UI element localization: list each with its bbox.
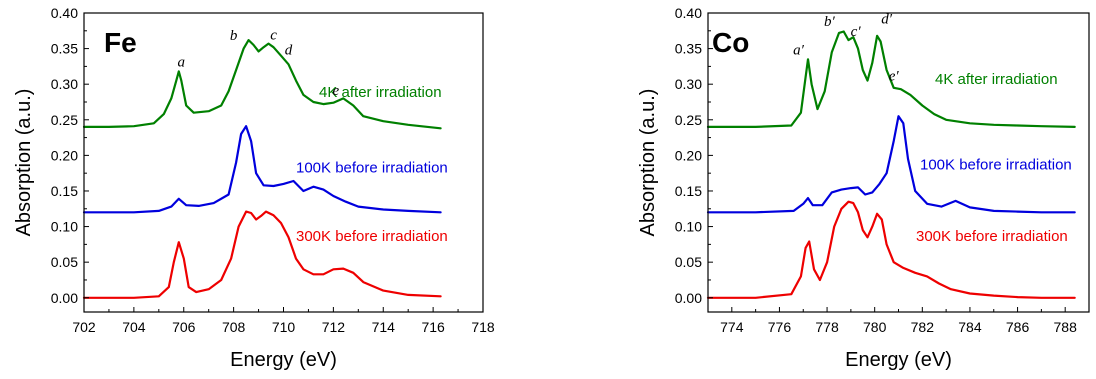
panel-label: Co	[712, 27, 749, 58]
peak-annotation: c′	[851, 24, 862, 40]
series-label: 4K after irradiation	[319, 84, 442, 101]
series-label: 4K after irradiation	[935, 71, 1058, 88]
y-tick-label: 0.35	[51, 41, 78, 57]
y-tick-label: 0.20	[675, 147, 702, 163]
y-axis-label: Absorption (a.u.)	[637, 89, 659, 237]
series-label: 300K before irradiation	[916, 228, 1068, 245]
y-tick-label: 0.35	[675, 41, 702, 57]
x-tick-label: 716	[421, 319, 445, 335]
series-label: 300K before irradiation	[296, 228, 448, 245]
x-axis-label: Energy (eV)	[230, 349, 337, 371]
series-line	[706, 200, 1076, 299]
y-tick-label: 0.05	[675, 254, 702, 270]
x-tick-label: 786	[1006, 319, 1030, 335]
y-tick-label: 0.00	[51, 290, 78, 306]
y-tick-label: 0.30	[51, 76, 78, 92]
panel-label: Fe	[104, 27, 137, 58]
peak-annotation: b′	[824, 14, 836, 30]
series-line	[706, 115, 1076, 214]
y-axis-label: Absorption (a.u.)	[13, 89, 35, 237]
peak-annotation: e′	[889, 69, 900, 85]
x-tick-label: 708	[222, 319, 246, 335]
peak-annotation: c	[270, 27, 277, 43]
y-tick-label: 0.10	[675, 219, 702, 235]
y-tick-label: 0.25	[51, 112, 78, 128]
series-line	[82, 210, 442, 299]
y-tick-label: 0.15	[675, 183, 702, 199]
series-label: 100K before irradiation	[296, 159, 448, 176]
x-tick-label: 714	[372, 319, 396, 335]
x-tick-label: 710	[272, 319, 296, 335]
x-tick-label: 784	[958, 319, 982, 335]
peak-annotation: a′	[793, 42, 805, 58]
series-line	[82, 125, 442, 214]
y-tick-label: 0.30	[675, 76, 702, 92]
x-tick-label: 782	[911, 319, 935, 335]
peak-annotation: b	[230, 28, 238, 44]
series-line	[82, 38, 442, 130]
chart-panel-co: 4K after irradiation 100K before irradiat…	[637, 5, 1090, 371]
y-tick-label: 0.00	[675, 290, 702, 306]
x-axis-label: Energy (eV)	[845, 349, 952, 371]
x-tick-label: 780	[863, 319, 887, 335]
x-tick-label: 706	[172, 319, 196, 335]
peak-annotation: d	[285, 42, 293, 58]
chart-panel-fe: 4K after irradiation 100K before irradiat…	[13, 5, 495, 371]
x-tick-label: 788	[1054, 319, 1078, 335]
y-tick-label: 0.15	[51, 183, 78, 199]
x-tick-label: 774	[720, 319, 744, 335]
peak-annotation: e	[333, 83, 340, 99]
peak-annotation: d′	[881, 12, 893, 28]
x-tick-label: 704	[122, 319, 146, 335]
x-tick-label: 778	[815, 319, 839, 335]
x-tick-label: 702	[72, 319, 96, 335]
y-tick-label: 0.05	[51, 254, 78, 270]
x-tick-label: 718	[471, 319, 495, 335]
series-line	[706, 30, 1076, 129]
x-tick-label: 712	[322, 319, 346, 335]
y-tick-label: 0.40	[675, 5, 702, 21]
x-tick-label: 776	[768, 319, 792, 335]
y-tick-label: 0.10	[51, 219, 78, 235]
y-tick-label: 0.20	[51, 147, 78, 163]
y-tick-label: 0.40	[51, 5, 78, 21]
series-label: 100K before irradiation	[920, 157, 1072, 174]
y-tick-label: 0.25	[675, 112, 702, 128]
peak-annotation: a	[178, 54, 186, 70]
